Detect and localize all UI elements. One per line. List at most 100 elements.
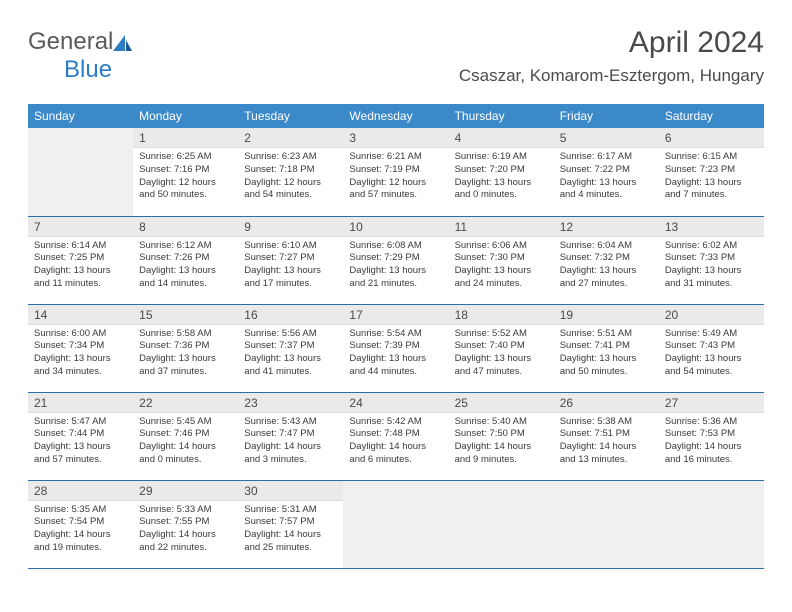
sunset-line: Sunset: 7:57 PM xyxy=(244,516,314,527)
day-number: 15 xyxy=(133,305,238,325)
day-number: 5 xyxy=(554,128,659,148)
daylight-line: Daylight: 12 hours and 50 minutes. xyxy=(139,177,216,201)
day-details: Sunrise: 6:14 AMSunset: 7:25 PMDaylight:… xyxy=(28,237,133,294)
calendar-cell: 29Sunrise: 5:33 AMSunset: 7:55 PMDayligh… xyxy=(133,480,238,568)
calendar-row: 1Sunrise: 6:25 AMSunset: 7:16 PMDaylight… xyxy=(28,128,764,216)
day-number: 27 xyxy=(659,393,764,413)
sunrise-line: Sunrise: 6:10 AM xyxy=(244,240,316,251)
daylight-line: Daylight: 14 hours and 25 minutes. xyxy=(244,529,321,553)
day-number: 6 xyxy=(659,128,764,148)
day-number: 4 xyxy=(449,128,554,148)
calendar-cell: 16Sunrise: 5:56 AMSunset: 7:37 PMDayligh… xyxy=(238,304,343,392)
calendar-cell: 17Sunrise: 5:54 AMSunset: 7:39 PMDayligh… xyxy=(343,304,448,392)
calendar-cell: 14Sunrise: 6:00 AMSunset: 7:34 PMDayligh… xyxy=(28,304,133,392)
weekday-header: Wednesday xyxy=(343,104,448,128)
sunrise-line: Sunrise: 6:12 AM xyxy=(139,240,211,251)
sunset-line: Sunset: 7:23 PM xyxy=(665,164,735,175)
day-number: 28 xyxy=(28,481,133,501)
sunset-line: Sunset: 7:48 PM xyxy=(349,428,419,439)
calendar-cell: 20Sunrise: 5:49 AMSunset: 7:43 PMDayligh… xyxy=(659,304,764,392)
calendar-table: Sunday Monday Tuesday Wednesday Thursday… xyxy=(28,104,764,569)
weekday-header-row: Sunday Monday Tuesday Wednesday Thursday… xyxy=(28,104,764,128)
daylight-line: Daylight: 13 hours and 57 minutes. xyxy=(34,441,111,465)
day-details: Sunrise: 6:00 AMSunset: 7:34 PMDaylight:… xyxy=(28,325,133,382)
daylight-line: Daylight: 14 hours and 0 minutes. xyxy=(139,441,216,465)
day-details: Sunrise: 6:19 AMSunset: 7:20 PMDaylight:… xyxy=(449,148,554,205)
sunset-line: Sunset: 7:54 PM xyxy=(34,516,104,527)
day-details: Sunrise: 5:43 AMSunset: 7:47 PMDaylight:… xyxy=(238,413,343,470)
day-number: 17 xyxy=(343,305,448,325)
calendar-cell: 11Sunrise: 6:06 AMSunset: 7:30 PMDayligh… xyxy=(449,216,554,304)
sunset-line: Sunset: 7:41 PM xyxy=(560,340,630,351)
weekday-header: Sunday xyxy=(28,104,133,128)
sunrise-line: Sunrise: 6:21 AM xyxy=(349,151,421,162)
day-number: 24 xyxy=(343,393,448,413)
day-number: 16 xyxy=(238,305,343,325)
day-number: 2 xyxy=(238,128,343,148)
sunrise-line: Sunrise: 6:06 AM xyxy=(455,240,527,251)
sunrise-line: Sunrise: 5:49 AM xyxy=(665,328,737,339)
day-details: Sunrise: 6:06 AMSunset: 7:30 PMDaylight:… xyxy=(449,237,554,294)
daylight-line: Daylight: 14 hours and 6 minutes. xyxy=(349,441,426,465)
daylight-line: Daylight: 13 hours and 50 minutes. xyxy=(560,353,637,377)
weekday-header: Friday xyxy=(554,104,659,128)
weekday-header: Thursday xyxy=(449,104,554,128)
calendar-cell: 26Sunrise: 5:38 AMSunset: 7:51 PMDayligh… xyxy=(554,392,659,480)
sunset-line: Sunset: 7:16 PM xyxy=(139,164,209,175)
day-number: 30 xyxy=(238,481,343,501)
sunset-line: Sunset: 7:18 PM xyxy=(244,164,314,175)
daylight-line: Daylight: 13 hours and 0 minutes. xyxy=(455,177,532,201)
daylight-line: Daylight: 13 hours and 37 minutes. xyxy=(139,353,216,377)
calendar-cell: 18Sunrise: 5:52 AMSunset: 7:40 PMDayligh… xyxy=(449,304,554,392)
brand-text-2: Blue xyxy=(64,56,112,83)
day-number: 8 xyxy=(133,217,238,237)
day-details: Sunrise: 5:38 AMSunset: 7:51 PMDaylight:… xyxy=(554,413,659,470)
day-number: 22 xyxy=(133,393,238,413)
sunrise-line: Sunrise: 5:40 AM xyxy=(455,416,527,427)
brand-logo: General Blue xyxy=(28,28,133,84)
sunset-line: Sunset: 7:37 PM xyxy=(244,340,314,351)
day-details: Sunrise: 6:15 AMSunset: 7:23 PMDaylight:… xyxy=(659,148,764,205)
weekday-header: Saturday xyxy=(659,104,764,128)
day-number: 25 xyxy=(449,393,554,413)
sunset-line: Sunset: 7:32 PM xyxy=(560,252,630,263)
calendar-cell: 24Sunrise: 5:42 AMSunset: 7:48 PMDayligh… xyxy=(343,392,448,480)
calendar-row: 21Sunrise: 5:47 AMSunset: 7:44 PMDayligh… xyxy=(28,392,764,480)
sunset-line: Sunset: 7:36 PM xyxy=(139,340,209,351)
day-details: Sunrise: 6:23 AMSunset: 7:18 PMDaylight:… xyxy=(238,148,343,205)
day-number: 19 xyxy=(554,305,659,325)
sunrise-line: Sunrise: 5:35 AM xyxy=(34,504,106,515)
sunrise-line: Sunrise: 6:08 AM xyxy=(349,240,421,251)
sunset-line: Sunset: 7:55 PM xyxy=(139,516,209,527)
day-details: Sunrise: 6:25 AM Sunset: 7:16 PM Daylight:… xyxy=(133,148,238,205)
sunset-line: Sunset: 7:53 PM xyxy=(665,428,735,439)
calendar-row: 7Sunrise: 6:14 AMSunset: 7:25 PMDaylight… xyxy=(28,216,764,304)
daylight-line: Daylight: 13 hours and 47 minutes. xyxy=(455,353,532,377)
daylight-line: Daylight: 14 hours and 3 minutes. xyxy=(244,441,321,465)
sunset-line: Sunset: 7:47 PM xyxy=(244,428,314,439)
day-details: Sunrise: 6:12 AMSunset: 7:26 PMDaylight:… xyxy=(133,237,238,294)
day-details: Sunrise: 5:49 AMSunset: 7:43 PMDaylight:… xyxy=(659,325,764,382)
calendar-cell: 22Sunrise: 5:45 AMSunset: 7:46 PMDayligh… xyxy=(133,392,238,480)
daylight-line: Daylight: 13 hours and 54 minutes. xyxy=(665,353,742,377)
daylight-line: Daylight: 12 hours and 57 minutes. xyxy=(349,177,426,201)
sunrise-line: Sunrise: 5:54 AM xyxy=(349,328,421,339)
page-title: April 2024 xyxy=(629,26,764,60)
daylight-line: Daylight: 13 hours and 17 minutes. xyxy=(244,265,321,289)
calendar-cell: 6Sunrise: 6:15 AMSunset: 7:23 PMDaylight… xyxy=(659,128,764,216)
calendar-cell xyxy=(28,128,133,216)
day-number: 20 xyxy=(659,305,764,325)
day-details: Sunrise: 6:21 AMSunset: 7:19 PMDaylight:… xyxy=(343,148,448,205)
daylight-line: Daylight: 14 hours and 13 minutes. xyxy=(560,441,637,465)
sunrise-line: Sunrise: 6:25 AM xyxy=(139,151,211,162)
sunrise-line: Sunrise: 5:47 AM xyxy=(34,416,106,427)
daylight-line: Daylight: 13 hours and 11 minutes. xyxy=(34,265,111,289)
sunset-line: Sunset: 7:39 PM xyxy=(349,340,419,351)
calendar-cell: 1Sunrise: 6:25 AMSunset: 7:16 PMDaylight… xyxy=(133,128,238,216)
calendar-cell xyxy=(659,480,764,568)
calendar-cell: 13Sunrise: 6:02 AMSunset: 7:33 PMDayligh… xyxy=(659,216,764,304)
sunset-line: Sunset: 7:50 PM xyxy=(455,428,525,439)
daylight-line: Daylight: 13 hours and 4 minutes. xyxy=(560,177,637,201)
sunrise-line: Sunrise: 6:04 AM xyxy=(560,240,632,251)
day-number: 21 xyxy=(28,393,133,413)
